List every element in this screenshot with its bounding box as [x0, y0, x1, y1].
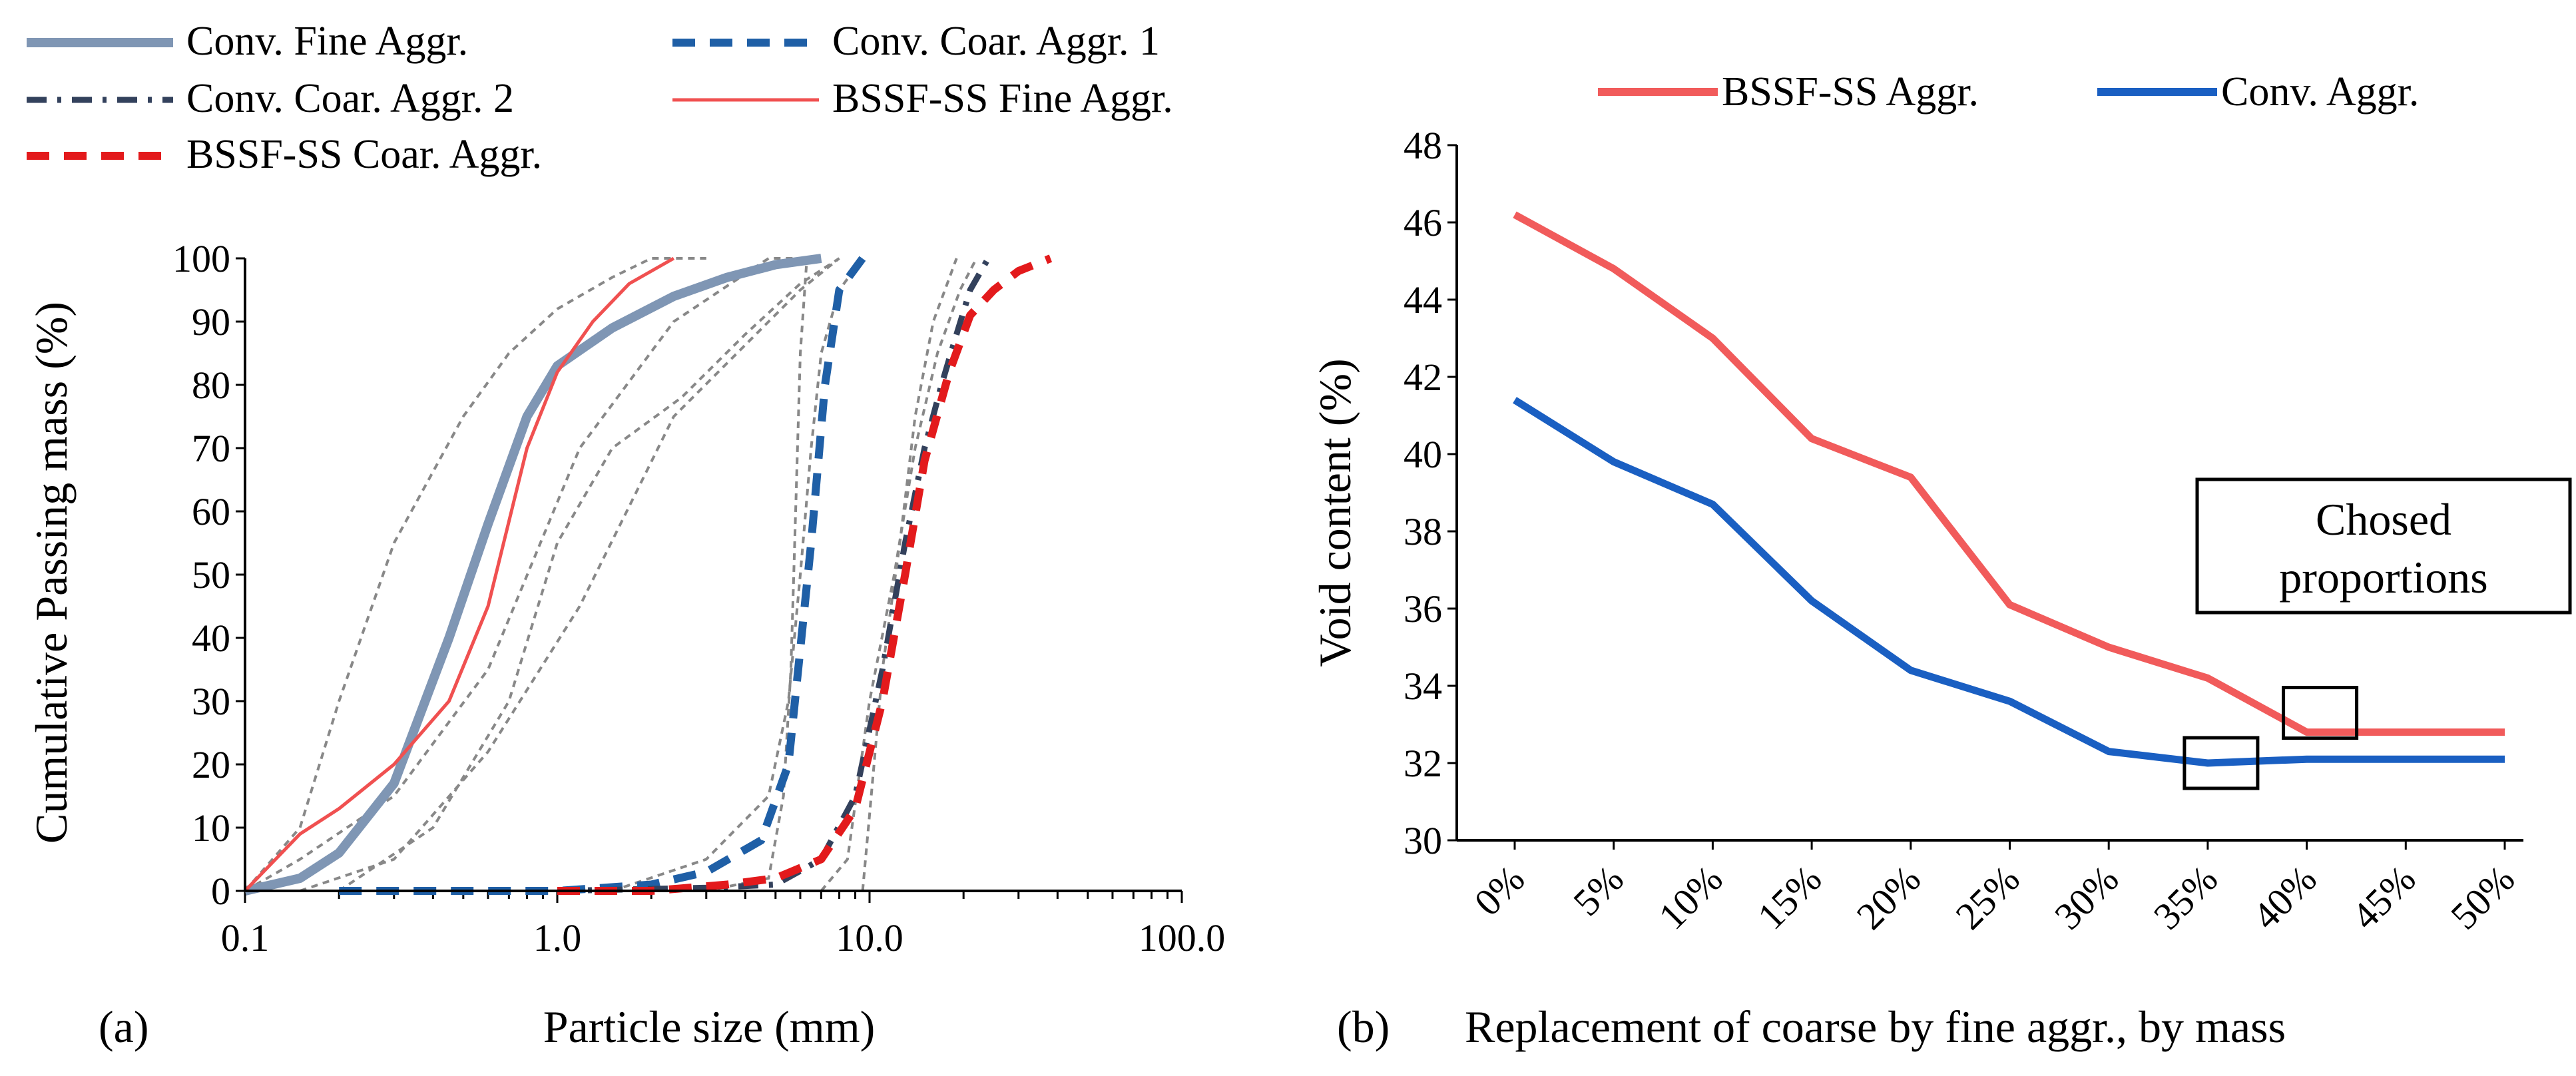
- panel-a-envelope-fine-lower-limit: [244, 257, 800, 892]
- panel-b-series-conv-aggr: [1513, 397, 2505, 767]
- panel-a-series-conv-fine-aggr: [244, 254, 822, 896]
- panel-b-series-lines: [1513, 211, 2505, 767]
- panel-a-x-tick-label: 0.1: [221, 916, 270, 959]
- panel-a-tick-labels: 0 10 20 30 40 50 60 70 80 90 100 0.1 1.0 10.0 100.0: [172, 237, 1225, 959]
- panel-a-y-tick-label: 30: [192, 680, 230, 723]
- panel-a-series-bssf-ss-fine-aggr: [244, 256, 675, 892]
- panel-a-y-tick-label: 70: [192, 427, 230, 470]
- panel-a-y-tick-label: 100: [172, 237, 230, 280]
- panel-a-envelope-coarse2-lower-limit: [861, 258, 958, 892]
- panel-a-y-tick-label: 40: [192, 617, 230, 660]
- panel-a-y-tick-label: 90: [192, 300, 230, 344]
- annotation-box: [2195, 477, 2572, 615]
- panel-b-y-tick-label: 40: [1404, 433, 1442, 476]
- panel-a-envelope-coarse2-upper-limit: [820, 258, 978, 892]
- panel-b-x-tick-label: 25%: [1947, 857, 2028, 938]
- panel-b-legend: BSSF-SS Aggr. Conv. Aggr.: [1598, 69, 2419, 115]
- panel-b-y-tick-label: 36: [1404, 587, 1442, 631]
- panel-b-series-bssf-ss-aggr: [1513, 211, 2505, 736]
- panel-b-x-tick-label: 10%: [1650, 857, 1730, 938]
- panel-a-y-tick-label: 20: [192, 743, 230, 786]
- annotation-line1: Chosed: [2316, 494, 2451, 545]
- legend-label-bssf-ss-coar-aggr: BSSF-SS Coar. Aggr.: [186, 132, 542, 177]
- panel-b-x-tick-label: 15%: [1749, 857, 1830, 938]
- panel-a-series-conv-coar-aggr-2: [557, 256, 991, 894]
- panel-a-y-tick-label: 0: [211, 870, 230, 913]
- panel-a-envelope-fine-lower-limit-2: [244, 257, 706, 892]
- panel-b-y-tick-label: 32: [1404, 742, 1442, 785]
- panel-b-y-tick-label: 38: [1404, 510, 1442, 553]
- panel-b-chart: 30 32 34 36 38 40 42 44 46 48 0% 5% 10% 15% 20% 25% 30% 3…: [1310, 69, 2572, 1052]
- panel-b-axes: [1455, 145, 2523, 842]
- panel-a-x-axis-label: Particle size (mm): [543, 1001, 875, 1052]
- panel-a-y-tick-label: 50: [192, 553, 230, 597]
- legend-label-conv-coar-aggr-1: Conv. Coar. Aggr. 1: [832, 19, 1160, 64]
- panel-a-chart: 0 10 20 30 40 50 60 70 80 90 100 0.1 1.0 10.0 100.0 Co…: [26, 19, 1225, 1052]
- panel-b-label: (b): [1337, 1001, 1390, 1052]
- legend-label-conv-coar-aggr-2: Conv. Coar. Aggr. 2: [186, 76, 514, 121]
- panel-a-envelope-coarse1-lower-limit: [611, 257, 864, 892]
- panel-a-series-bssf-ss-coar-aggr: [557, 254, 1053, 895]
- panel-a-envelope-fine-upper-limit-2: [338, 257, 840, 892]
- panel-a-x-tick-label: 1.0: [533, 916, 582, 959]
- panel-b-x-tick-label: 40%: [2244, 857, 2325, 938]
- panel-a-envelope-coarse1-upper-limit: [706, 258, 808, 892]
- panel-a-y-tick-label: 10: [192, 806, 230, 850]
- panel-b-x-tick-label: 45%: [2343, 857, 2424, 938]
- panel-a-y-axis-label: Cumulative Passing mass (%): [26, 302, 77, 844]
- panel-b-x-tick-label: 20%: [1848, 857, 1929, 938]
- panel-b-x-tick-label: 5%: [1565, 857, 1632, 924]
- highlight-box-40pct: [2282, 686, 2359, 740]
- annotation-line2: proportions: [2279, 552, 2488, 603]
- panel-b-x-tick-label: 30%: [2046, 857, 2127, 938]
- panel-a-envelope-fine-upper-limit: [299, 257, 840, 892]
- legend-label-conv-aggr: Conv. Aggr.: [2221, 69, 2419, 115]
- highlight-box-35pct: [2183, 736, 2260, 790]
- panel-b-y-tick-label: 34: [1404, 665, 1442, 708]
- panel-a-label: (a): [99, 1001, 148, 1052]
- panel-b-y-tick-label: 30: [1404, 819, 1442, 862]
- panel-a-x-tick-label: 10.0: [836, 916, 903, 959]
- panel-b-x-tick-label: 35%: [2145, 857, 2226, 938]
- panel-b-x-tick-label: 0%: [1466, 857, 1533, 924]
- panel-a-series-lines: [244, 254, 1053, 896]
- panel-a-grading-envelopes: [244, 257, 978, 892]
- panel-b-y-axis-label: Void content (%): [1310, 358, 1360, 667]
- panel-b-tick-labels: 30 32 34 36 38 40 42 44 46 48 0% 5% 10% 15% 20% 25% 30% 3…: [1404, 124, 2523, 938]
- panel-b-highlight-markers: [2183, 686, 2359, 790]
- panel-a-y-tick-label: 80: [192, 364, 230, 407]
- panel-b-annotation: Chosed proportions: [2195, 477, 2572, 615]
- panel-a-y-tick-label: 60: [192, 490, 230, 533]
- panel-b-y-tick-label: 48: [1404, 124, 1442, 167]
- legend-label-conv-fine-aggr: Conv. Fine Aggr.: [186, 19, 468, 64]
- panel-b-x-tick-label: 50%: [2442, 857, 2523, 938]
- panel-a-legend: Conv. Fine Aggr. Conv. Coar. Aggr. 1 Conv.…: [27, 19, 1173, 177]
- panel-a-x-tick-label: 100.0: [1139, 916, 1226, 959]
- panel-b-y-tick-label: 46: [1404, 201, 1442, 244]
- panel-b-y-tick-label: 42: [1404, 356, 1442, 399]
- legend-label-bssf-ss-aggr: BSSF-SS Aggr.: [1722, 69, 1979, 115]
- legend-label-bssf-ss-fine-aggr: BSSF-SS Fine Aggr.: [832, 76, 1173, 121]
- panel-b-y-tick-label: 44: [1404, 278, 1442, 322]
- panel-b-x-axis-label: Replacement of coarse by fine aggr., by …: [1465, 1001, 2286, 1052]
